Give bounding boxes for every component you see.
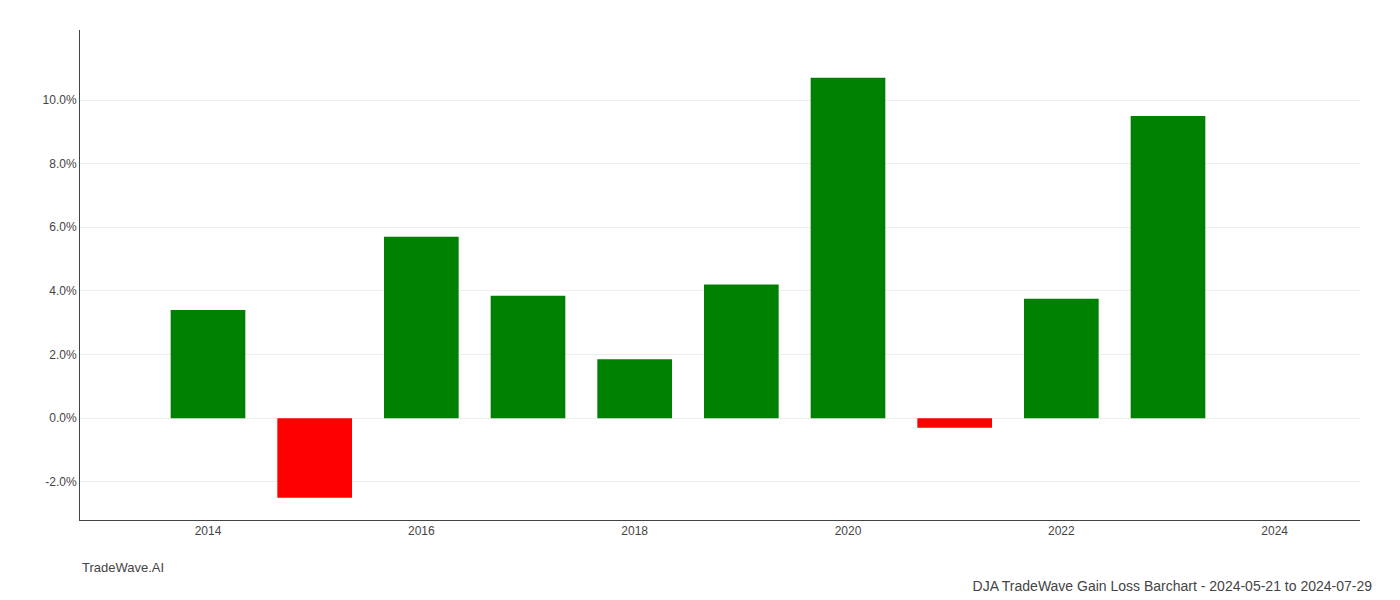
svg-text:TradeWave.AI: TradeWave.AI	[82, 560, 164, 575]
svg-text:0.0%: 0.0%	[49, 411, 77, 425]
svg-text:2022: 2022	[1048, 524, 1075, 538]
svg-text:2016: 2016	[408, 524, 435, 538]
svg-text:2020: 2020	[835, 524, 862, 538]
svg-text:2018: 2018	[621, 524, 648, 538]
svg-text:8.0%: 8.0%	[49, 157, 77, 171]
svg-text:DJA TradeWave Gain Loss Barcha: DJA TradeWave Gain Loss Barchart - 2024-…	[973, 578, 1373, 594]
svg-text:10.0%: 10.0%	[43, 93, 77, 107]
svg-text:-2.0%: -2.0%	[45, 475, 77, 489]
svg-text:2.0%: 2.0%	[49, 348, 77, 362]
svg-text:2024: 2024	[1261, 524, 1288, 538]
svg-text:4.0%: 4.0%	[49, 284, 77, 298]
svg-text:6.0%: 6.0%	[49, 220, 77, 234]
svg-text:2014: 2014	[195, 524, 222, 538]
